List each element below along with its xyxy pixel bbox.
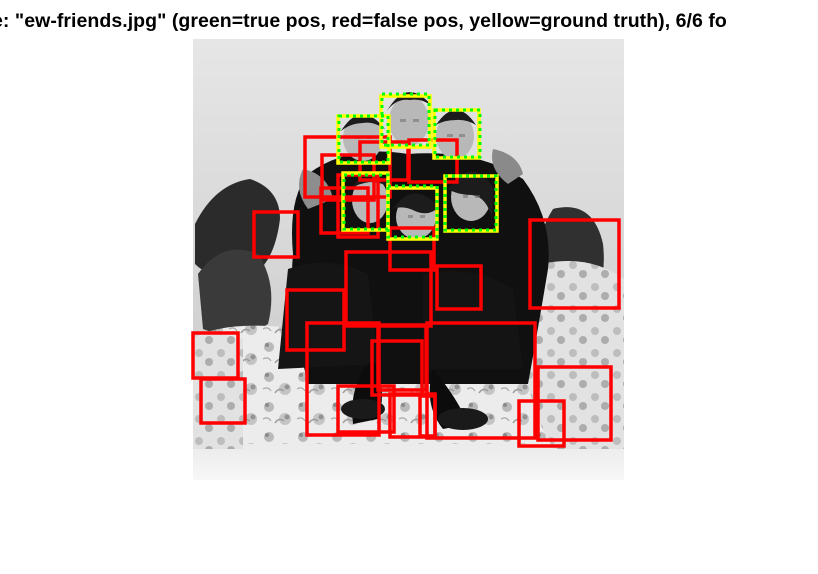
- true-positive-box: [380, 92, 431, 147]
- true-positive-box: [443, 174, 498, 232]
- ground-truth-box: [443, 174, 499, 233]
- false-positive-box: [425, 321, 537, 440]
- false-positive-box: [191, 331, 240, 380]
- false-positive-box: [528, 218, 621, 310]
- true-positive-boxes: [337, 92, 498, 239]
- false-positive-box: [252, 210, 300, 259]
- false-positive-boxes: [191, 135, 621, 448]
- true-positive-box: [433, 108, 482, 159]
- false-positive-box: [536, 365, 613, 442]
- figure-title: e: "ew-friends.jpg" (green=true pos, red…: [0, 10, 727, 32]
- false-positive-box: [320, 153, 376, 202]
- false-positive-box: [418, 394, 437, 438]
- true-positive-box: [337, 114, 390, 164]
- false-positive-box: [303, 135, 392, 199]
- false-positive-box: [517, 399, 566, 448]
- false-positive-box: [285, 288, 346, 352]
- false-positive-box: [376, 323, 428, 392]
- false-positive-box: [435, 264, 483, 311]
- false-positive-box: [336, 384, 396, 434]
- ground-truth-box: [386, 186, 439, 241]
- true-positive-box: [342, 173, 390, 231]
- false-positive-box: [199, 377, 247, 425]
- false-positive-box: [388, 226, 436, 272]
